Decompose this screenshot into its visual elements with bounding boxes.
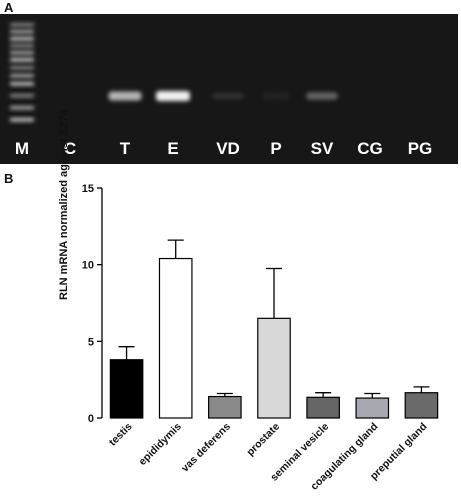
bar-testis (109, 359, 144, 419)
ladder-band (10, 30, 34, 34)
panel-b-label: B (4, 171, 14, 186)
ladder-band (10, 118, 34, 122)
lane-label-e: E (167, 139, 178, 158)
bar-coagulating-gland (355, 397, 390, 419)
ladder-band (10, 94, 34, 98)
y-tick-label: 5 (88, 336, 94, 348)
lane-label-m: M (15, 139, 29, 158)
lane-label-vd: VD (216, 139, 240, 158)
x-tick-label: testis (107, 421, 135, 449)
gel-band-e (156, 91, 190, 101)
gel-band-p (260, 92, 292, 100)
bar-seminal-vesicle (306, 396, 340, 419)
ladder-band (10, 58, 34, 62)
ladder-band (10, 51, 34, 55)
lane-label-pg: PG (408, 139, 433, 158)
y-tick-label: 0 (88, 413, 94, 425)
ladder-band (10, 82, 34, 86)
ladder-band (10, 74, 34, 78)
bar-preputial-gland (404, 392, 439, 419)
gel-image: M C T E VD P SV CG PG (0, 14, 458, 164)
x-tick-label: epididymis (137, 421, 184, 468)
panel-a-label: A (4, 0, 14, 15)
x-tick-label: prostate (244, 421, 282, 459)
y-tick-label: 10 (82, 260, 94, 272)
gel-band-sv (306, 92, 338, 100)
ladder-band (10, 44, 34, 48)
lane-label-sv: SV (311, 139, 334, 158)
bar-epididymis (158, 257, 193, 419)
lane-label-p: P (270, 139, 281, 158)
ladder-band (10, 66, 34, 70)
bar-vas-deferens (208, 395, 242, 419)
lane-label-cg: CG (357, 139, 383, 158)
y-tick-label: 15 (82, 183, 94, 195)
bar-prostate (257, 317, 291, 419)
ladder-band (10, 106, 34, 110)
lane-label-t: T (120, 139, 131, 158)
gel-band-t (108, 91, 142, 101)
y-axis-label: RLN mRNA normalized against S27a (58, 109, 70, 300)
x-tick-label: vas deferens (179, 421, 233, 475)
gel-svg: M C T E VD P SV CG PG (10, 23, 433, 158)
ladder-band (10, 37, 34, 41)
gel-band-vd (212, 92, 244, 100)
ladder-band (10, 23, 34, 27)
lane-label-c: C (64, 139, 76, 158)
